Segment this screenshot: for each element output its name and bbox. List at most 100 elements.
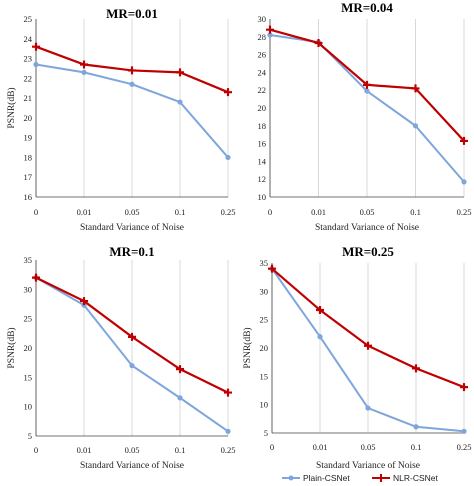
y-tick-label: 19 — [24, 133, 33, 143]
data-point — [460, 383, 468, 392]
y-tick-label: 25 — [24, 14, 33, 24]
y-tick-label: 10 — [258, 192, 267, 202]
y-tick-label: 26 — [258, 50, 267, 60]
chart-panel-3: 0 0.01 0.05 0.1 0.25 5 10 15 20 25 30 35 MR=0.1 Stand… — [6, 244, 235, 471]
y-axis-label: PSNR(dB) — [6, 87, 17, 128]
data-point — [32, 42, 40, 51]
y-tick-label: 18 — [258, 121, 267, 131]
x-axis-label: Standard Variance of Noise — [315, 222, 419, 233]
data-point — [363, 80, 371, 89]
y-tick-label: 24 — [24, 34, 33, 44]
x-tick-label: 0.25 — [457, 207, 472, 217]
data-point — [412, 123, 419, 129]
x-axis-label: Standard Variance of Noise — [316, 460, 420, 471]
data-point — [411, 84, 420, 93]
x-tick-label: 0 — [34, 207, 38, 217]
x-axis-label: Standard Variance of Noise — [80, 222, 184, 233]
chart-title: MR=0.01 — [106, 6, 158, 21]
data-point — [224, 88, 232, 97]
data-point — [461, 179, 467, 185]
legend-marker — [288, 475, 294, 481]
x-tick-label: 0.05 — [360, 207, 375, 217]
data-point — [460, 136, 468, 145]
data-point — [176, 365, 184, 374]
data-point — [81, 302, 87, 308]
y-tick-label: 15 — [260, 371, 269, 381]
y-tick-label: 28 — [258, 32, 267, 42]
x-tick-label: 0.1 — [411, 442, 422, 452]
data-point — [314, 39, 323, 48]
y-tick-label: 22 — [24, 73, 33, 83]
data-point — [80, 60, 88, 69]
x-tick-label: 0.1 — [175, 207, 186, 217]
data-point — [413, 424, 419, 430]
y-tick-label: 30 — [24, 284, 33, 294]
y-tick-label: 16 — [24, 192, 33, 202]
y-tick-label: 21 — [24, 93, 33, 103]
x-axis-label: Standard Variance of Noise — [80, 460, 184, 471]
chart-panel-2: 0 0.01 0.05 0.1 0.25 10 12 14 16 18 20 22 24 26 28 30 MR… — [258, 0, 472, 233]
y-tick-label: 20 — [24, 343, 33, 353]
x-tick-label: 0.01 — [77, 207, 92, 217]
data-point — [33, 61, 39, 68]
legend: Plain-CSNet NLR-CSNet — [282, 473, 439, 483]
data-point — [129, 363, 135, 369]
y-tick-label: 25 — [260, 315, 269, 325]
data-point — [177, 395, 183, 401]
x-tick-label: 0.1 — [410, 207, 421, 217]
y-tick-label: 24 — [258, 67, 267, 77]
y-tick-label: 12 — [258, 174, 267, 184]
chart-title: MR=0.1 — [109, 244, 154, 259]
data-point — [267, 32, 273, 38]
data-point — [225, 154, 231, 161]
legend-label: NLR-CSNet — [393, 473, 439, 483]
x-tick-label: 0.05 — [125, 207, 140, 217]
data-point — [81, 69, 87, 75]
x-tick-label: 0 — [34, 445, 38, 455]
y-tick-label: 22 — [258, 85, 267, 95]
data-point — [177, 99, 183, 105]
y-tick-label: 35 — [24, 255, 33, 265]
x-tick-label: 0 — [268, 207, 272, 217]
y-axis-label: PSNR(dB) — [242, 327, 253, 368]
chart-panel-4: 0 0.01 0.05 0.1 0.25 5 10 15 20 25 30 35 MR=0.25 Stan… — [242, 244, 471, 483]
x-tick-label: 0.25 — [457, 442, 472, 452]
data-point — [80, 297, 88, 306]
y-tick-label: 35 — [260, 258, 269, 268]
y-tick-label: 16 — [258, 139, 267, 149]
y-tick-label: 5 — [28, 431, 32, 441]
data-point — [129, 81, 135, 87]
y-tick-label: 30 — [260, 286, 269, 296]
data-point — [365, 405, 371, 411]
data-point — [317, 334, 323, 340]
x-tick-label: 0.25 — [221, 445, 236, 455]
y-tick-label: 23 — [24, 54, 33, 64]
x-tick-label: 0.1 — [175, 445, 186, 455]
y-tick-label: 10 — [24, 402, 33, 412]
data-point — [224, 388, 232, 397]
y-tick-label: 5 — [264, 428, 268, 438]
x-tick-label: 0.05 — [125, 445, 140, 455]
y-tick-label: 15 — [24, 372, 33, 382]
x-tick-label: 0.01 — [311, 207, 326, 217]
x-tick-label: 0.25 — [221, 207, 236, 217]
data-point — [176, 68, 184, 77]
y-tick-label: 20 — [260, 343, 269, 353]
data-point — [412, 364, 420, 373]
legend-marker — [377, 474, 385, 482]
y-tick-label: 10 — [260, 400, 269, 410]
chart-title: MR=0.04 — [341, 0, 393, 15]
y-tick-label: 25 — [24, 314, 33, 324]
data-point — [266, 25, 274, 34]
data-point — [225, 428, 231, 434]
y-tick-label: 20 — [24, 113, 33, 123]
y-axis-label: PSNR(dB) — [6, 327, 17, 368]
legend-label: Plain-CSNet — [303, 473, 350, 483]
data-point — [364, 88, 370, 94]
x-tick-label: 0.01 — [77, 445, 92, 455]
x-tick-label: 0.01 — [313, 442, 328, 452]
x-tick-label: 0.05 — [361, 442, 376, 452]
data-point — [32, 273, 40, 282]
y-tick-label: 18 — [24, 152, 33, 162]
